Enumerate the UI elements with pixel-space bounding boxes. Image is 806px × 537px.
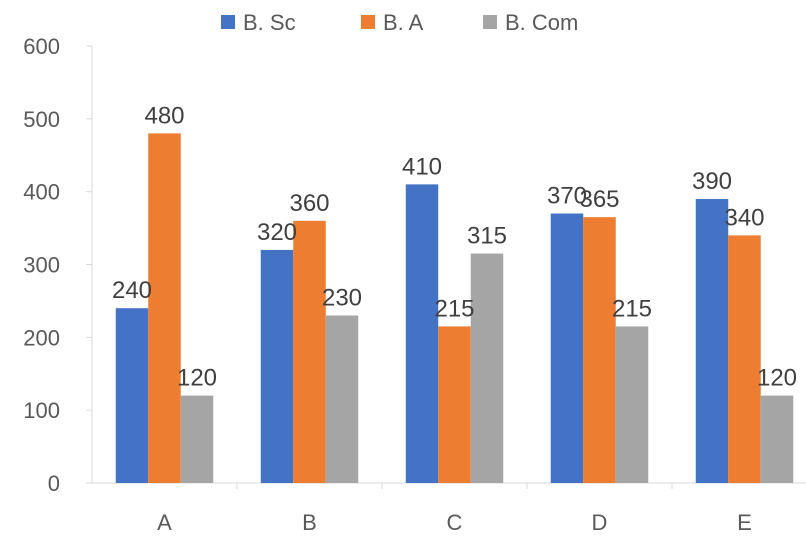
legend-swatch [221, 15, 235, 29]
x-category-label: E [737, 510, 752, 535]
y-tick-label: 400 [23, 180, 60, 205]
bar-b-sc-b [260, 249, 294, 483]
y-tick-label: 500 [23, 107, 60, 132]
data-label: 410 [402, 153, 442, 180]
legend-swatch [483, 15, 497, 29]
y-tick-label: 100 [23, 398, 60, 423]
legend-label: B. Com [505, 10, 578, 35]
bar-b-com-b [325, 315, 359, 483]
bar-b-a-e [728, 235, 761, 483]
bar-b-sc-d [550, 213, 584, 483]
data-label: 215 [612, 295, 652, 322]
data-label: 365 [579, 186, 619, 213]
bar-b-com-a [180, 395, 214, 483]
data-label: 315 [467, 223, 507, 250]
legend: B. Sc B. A B. Com [221, 10, 578, 35]
y-tick-label: 200 [23, 325, 60, 350]
data-label: 340 [724, 204, 764, 231]
x-category-label: B [302, 510, 317, 535]
y-tick-label: 300 [23, 253, 60, 278]
bar-b-sc-a [115, 308, 149, 483]
bar-b-a-c [438, 326, 471, 483]
data-label: 215 [434, 295, 474, 322]
data-label: 360 [289, 190, 329, 217]
y-tick-label: 600 [23, 34, 60, 59]
x-category-label: A [157, 510, 172, 535]
data-label: 320 [257, 219, 297, 246]
data-label: 120 [757, 365, 797, 392]
bar-b-sc-e [695, 198, 729, 483]
x-category-label: D [592, 510, 608, 535]
bar-b-a-b [293, 220, 326, 484]
bars [115, 133, 794, 484]
legend-label: B. A [383, 10, 424, 35]
bar-b-a-a [148, 133, 181, 483]
y-axis: 0 100 200 300 400 500 600 [23, 34, 93, 496]
data-label: 370 [547, 183, 587, 210]
bar-b-com-e [760, 395, 794, 483]
bar-b-sc-c [405, 184, 439, 483]
x-axis: A B C D E [92, 482, 806, 535]
bar-b-com-c [470, 253, 504, 483]
x-category-label: C [447, 510, 463, 535]
legend-swatch [361, 15, 375, 29]
data-label: 240 [112, 277, 152, 304]
bar-b-a-d [583, 217, 616, 484]
data-label: 480 [144, 102, 184, 129]
y-tick-label: 0 [48, 471, 60, 496]
data-label: 230 [322, 284, 362, 311]
data-label: 120 [177, 365, 217, 392]
bar-b-com-d [615, 326, 649, 483]
data-label: 390 [692, 168, 732, 195]
legend-label: B. Sc [243, 10, 296, 35]
